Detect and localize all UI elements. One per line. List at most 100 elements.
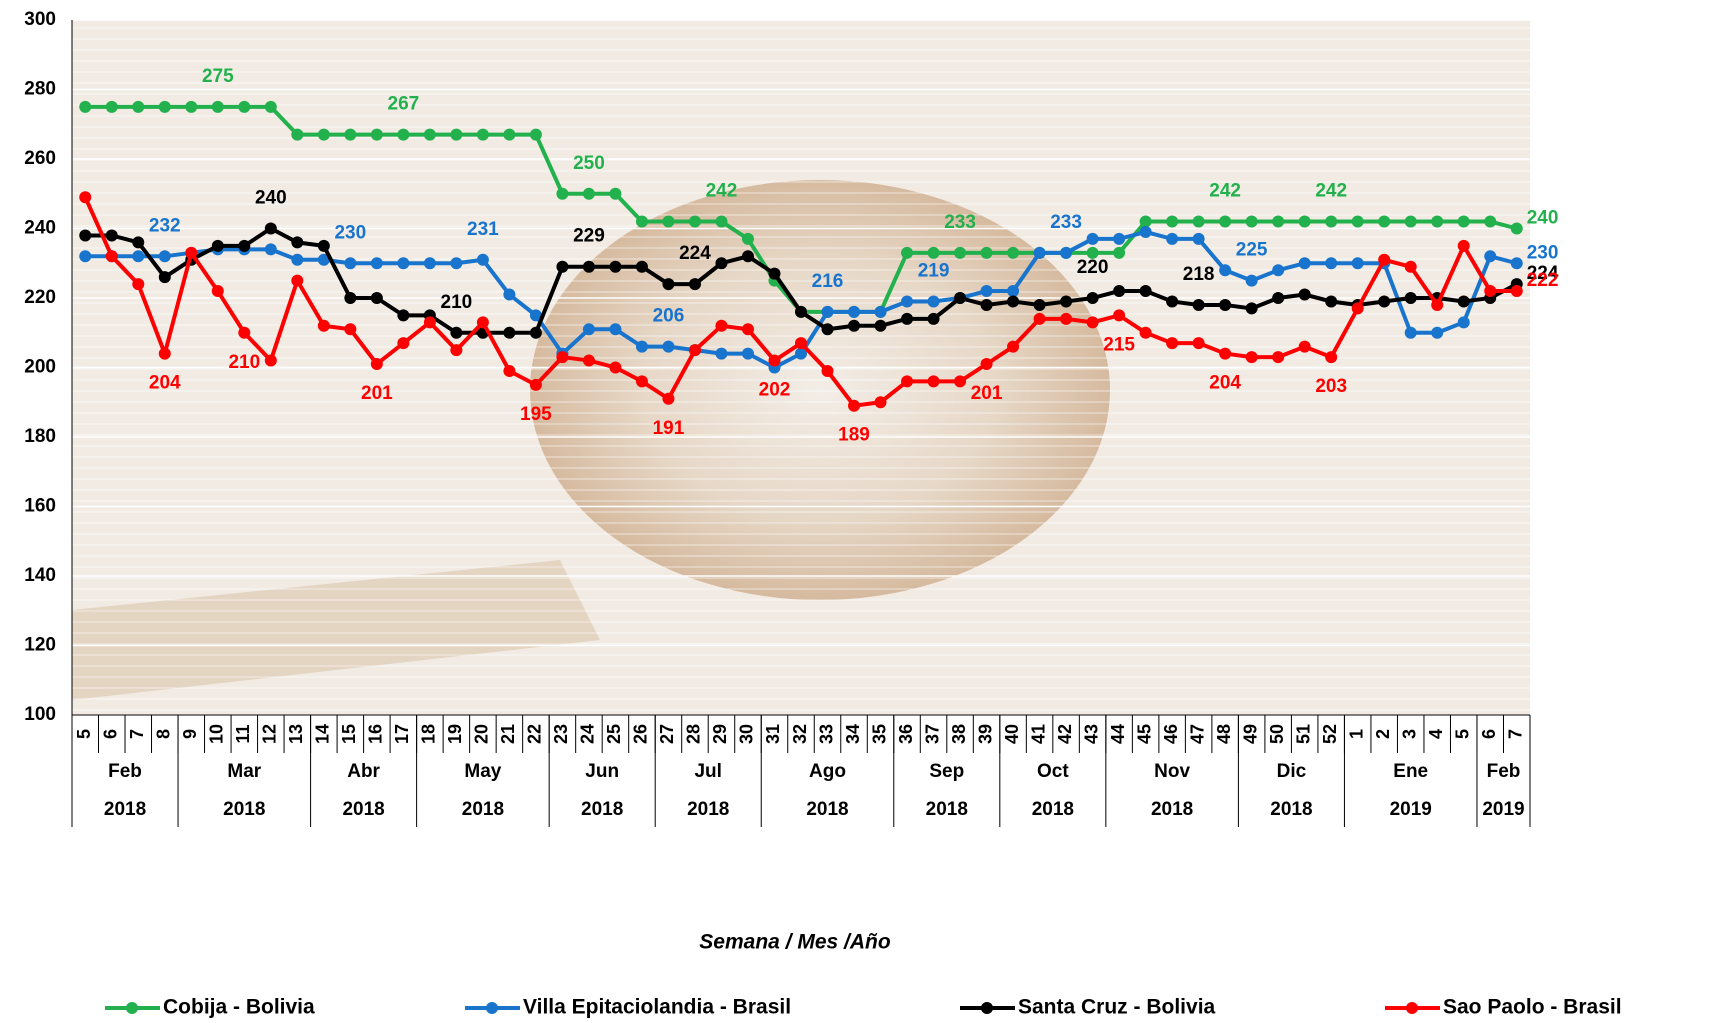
series-marker — [211, 285, 224, 298]
series-marker — [927, 375, 940, 388]
x-tick-label: 16 — [366, 724, 386, 744]
series-marker — [609, 323, 622, 336]
series-marker — [1245, 215, 1258, 228]
value-label: 216 — [812, 271, 844, 292]
year-label: 2018 — [223, 799, 265, 820]
series-marker — [105, 100, 118, 113]
series-marker — [1298, 288, 1311, 301]
series-marker — [450, 257, 463, 270]
series-marker — [238, 326, 251, 339]
value-label: 250 — [573, 153, 605, 174]
value-label: 218 — [1183, 264, 1215, 285]
series-marker — [741, 250, 754, 263]
series-marker — [1192, 215, 1205, 228]
legend-label: Santa Cruz - Bolivia — [1018, 996, 1216, 1019]
series-marker — [238, 239, 251, 252]
series-marker — [1404, 292, 1417, 304]
series-marker — [1431, 326, 1444, 339]
series-marker — [715, 215, 728, 228]
series-marker — [1166, 337, 1179, 350]
series-marker — [1245, 274, 1258, 287]
value-label: 230 — [1527, 242, 1559, 263]
series-marker — [795, 337, 807, 350]
x-tick-label: 50 — [1267, 724, 1287, 744]
series-marker — [1378, 253, 1391, 266]
series-marker — [954, 292, 967, 304]
series-marker — [1298, 340, 1311, 353]
series-marker — [529, 326, 542, 339]
value-label: 233 — [1050, 212, 1082, 233]
series-marker — [529, 128, 542, 141]
series-marker — [1033, 246, 1046, 259]
x-tick-label: 42 — [1055, 724, 1075, 744]
value-label: 201 — [971, 383, 1003, 404]
x-tick-label: 17 — [392, 724, 412, 744]
x-tick-label: 1 — [1346, 729, 1366, 739]
value-label: 189 — [838, 425, 870, 446]
series-marker — [662, 392, 675, 405]
month-label: Abr — [347, 761, 380, 782]
series-marker — [741, 232, 754, 245]
legend-label: Sao Paolo - Brasil — [1443, 996, 1622, 1019]
series-marker — [79, 229, 92, 242]
x-tick-label: 2 — [1373, 729, 1393, 739]
series-marker — [158, 347, 171, 360]
y-tick-label: 140 — [24, 565, 56, 586]
series-marker — [795, 347, 807, 360]
x-tick-label: 7 — [1505, 729, 1525, 739]
series-marker — [503, 128, 516, 141]
x-tick-label: 45 — [1134, 724, 1154, 744]
series-marker — [291, 128, 304, 141]
series-marker — [582, 354, 595, 367]
x-tick-label: 12 — [260, 724, 280, 744]
series-marker — [1431, 215, 1444, 228]
background-bowl — [530, 180, 1110, 600]
y-tick-label: 160 — [24, 496, 56, 517]
series-marker — [768, 354, 781, 367]
series-marker — [529, 378, 542, 391]
series-marker — [821, 323, 834, 336]
value-label: 204 — [1209, 373, 1241, 394]
series-marker — [662, 340, 675, 353]
series-marker — [688, 278, 701, 291]
series-marker — [556, 260, 569, 273]
series-marker — [238, 100, 251, 113]
value-label: 202 — [759, 380, 791, 401]
series-marker — [1325, 351, 1338, 364]
series-marker — [1351, 257, 1364, 270]
series-marker — [1378, 215, 1391, 228]
x-tick-label: 41 — [1028, 724, 1048, 744]
series-marker — [635, 375, 648, 388]
series-marker — [980, 358, 993, 371]
x-tick-label: 6 — [101, 729, 121, 739]
series-marker — [132, 278, 145, 291]
series-marker — [1113, 232, 1126, 245]
year-label: 2018 — [1270, 799, 1312, 820]
value-label: 195 — [520, 404, 552, 425]
x-tick-label: 3 — [1399, 729, 1419, 739]
x-tick-label: 23 — [551, 724, 571, 744]
series-marker — [1007, 246, 1020, 259]
series-marker — [1007, 285, 1020, 298]
series-marker — [1245, 302, 1258, 315]
year-label: 2018 — [104, 799, 146, 820]
series-marker — [370, 257, 383, 270]
series-marker — [1272, 215, 1285, 228]
series-marker — [317, 319, 330, 332]
x-tick-label: 44 — [1108, 724, 1128, 744]
x-tick-label: 37 — [922, 724, 942, 744]
series-marker — [741, 323, 754, 336]
x-tick-label: 40 — [1002, 724, 1022, 744]
series-marker — [980, 246, 993, 259]
x-tick-label: 14 — [313, 724, 333, 744]
value-label: 210 — [441, 292, 473, 313]
legend-label: Villa Epitaciolandia - Brasil — [523, 996, 791, 1019]
month-label: Ago — [809, 761, 846, 782]
series-marker — [1325, 257, 1338, 270]
series-marker — [662, 215, 675, 228]
series-marker — [1192, 298, 1205, 311]
series-marker — [609, 260, 622, 273]
series-marker — [370, 128, 383, 141]
series-marker — [1139, 326, 1152, 339]
series-marker — [185, 100, 198, 113]
